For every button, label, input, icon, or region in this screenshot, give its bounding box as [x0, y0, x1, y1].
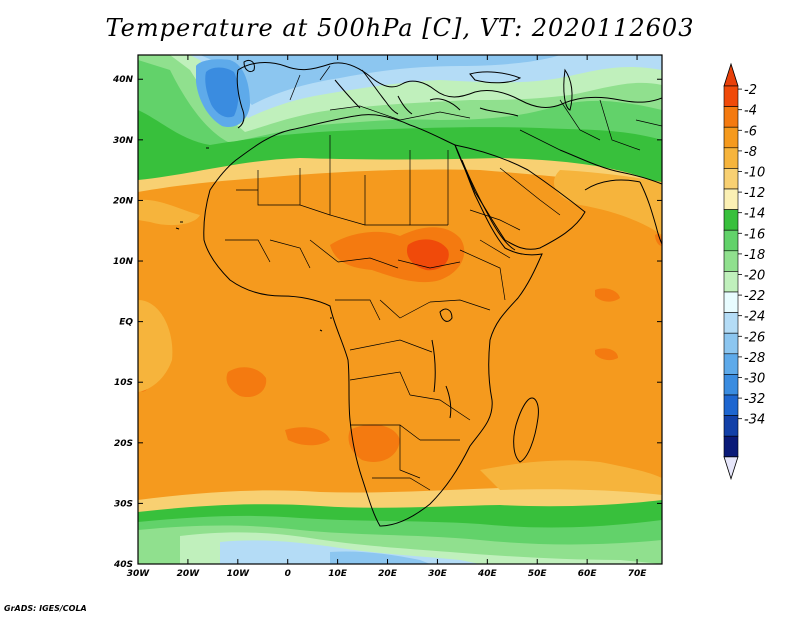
colorbar-label: -10 — [744, 165, 765, 180]
colorbar-label: -26 — [744, 330, 765, 345]
colorbar-bottom-arrow — [723, 456, 739, 481]
lat-label: 40S — [113, 560, 133, 570]
colorbar-swatch — [723, 394, 739, 416]
colorbar-label: -4 — [744, 104, 757, 119]
lat-label: 20N — [113, 196, 134, 206]
colorbar-swatch — [723, 250, 739, 272]
colorbar-top-arrow — [723, 62, 739, 87]
colorbar-label: -12 — [744, 186, 765, 201]
lon-label: 50E — [528, 569, 548, 579]
colorbar-label: -6 — [744, 124, 757, 139]
coastlines — [175, 59, 662, 527]
colorbar-swatch — [723, 415, 739, 437]
colorbar-swatch — [723, 229, 739, 252]
temperature-field — [138, 55, 662, 564]
lat-label: 10N — [113, 257, 134, 267]
colorbar-swatch — [723, 147, 739, 169]
colorbar-swatch — [723, 188, 739, 210]
colorbar-swatch — [723, 312, 739, 334]
colorbar-label: -28 — [744, 351, 765, 366]
colorbar-label: -18 — [744, 248, 765, 263]
colorbar-swatch — [723, 291, 739, 313]
colorbar-swatch — [723, 209, 739, 231]
colorbar-label: -22 — [744, 289, 765, 304]
country-borders — [225, 65, 662, 491]
lat-label: EQ — [119, 318, 133, 328]
colorbar-label: -20 — [744, 268, 765, 283]
colorbar-label: -2 — [744, 83, 757, 98]
colorbar-label: -24 — [744, 310, 765, 325]
colorbar-label: -34 — [744, 413, 765, 428]
colorbar-label: -30 — [744, 371, 765, 386]
lon-label: 0 — [285, 569, 291, 579]
lon-label: 30W — [127, 569, 151, 579]
lon-label: 10E — [328, 569, 348, 579]
colorbar-label: -32 — [744, 392, 765, 407]
lat-label: 20S — [114, 439, 133, 449]
colorbar-swatch — [723, 435, 739, 458]
map-title: Temperature at 500hPa [C], VT: 202011260… — [105, 14, 695, 42]
lat-label: 30N — [113, 136, 134, 146]
colorbar-swatch — [723, 332, 739, 355]
lon-label: 20E — [378, 569, 398, 579]
lon-label: 30E — [428, 569, 448, 579]
colorbar-swatch — [723, 374, 739, 396]
lon-label: 20W — [177, 569, 201, 579]
plot-frame — [137, 54, 663, 565]
lon-label: 60E — [578, 569, 598, 579]
lat-label: 30S — [114, 499, 133, 509]
colorbar-swatch — [723, 271, 739, 293]
colorbar-swatch — [723, 168, 739, 190]
colorbar-swatch — [723, 106, 739, 128]
credit-text: GrADS: IGES/COLA — [4, 604, 87, 613]
lat-label: 10S — [114, 378, 133, 388]
lon-label: 40E — [477, 569, 498, 579]
colorbar-swatch — [723, 353, 739, 375]
colorbar-label: -16 — [744, 227, 765, 242]
colorbar-swatch — [723, 126, 739, 149]
lon-label: 10W — [227, 569, 251, 579]
colorbar-label: -8 — [744, 145, 757, 160]
lon-label: 70E — [628, 569, 648, 579]
colorbar: -2 -4 -6 -8 -10 -12 -14 -16 -18 -20 -22 -24 -26 -28 -3… — [723, 62, 765, 481]
colorbar-label: -14 — [744, 207, 765, 222]
colorbar-swatch — [723, 85, 739, 107]
lat-label: 40N — [112, 75, 134, 85]
